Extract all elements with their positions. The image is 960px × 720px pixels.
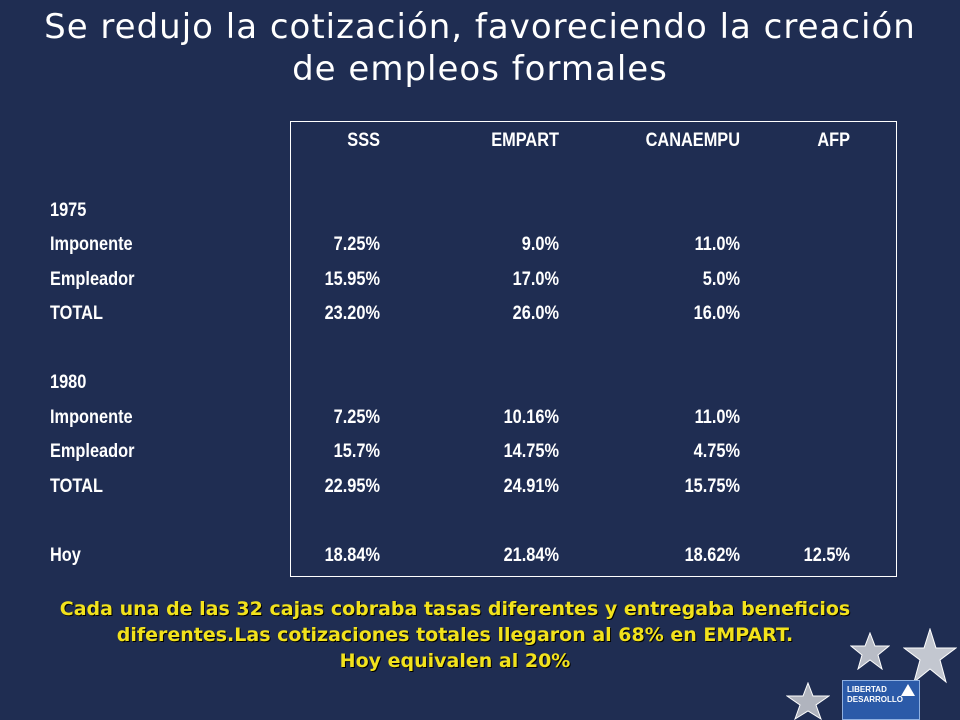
row-label: Imponente xyxy=(50,407,133,428)
table-cell: 17.0% xyxy=(512,269,559,290)
slide-title: Se redujo la cotización, favoreciendo la… xyxy=(0,6,960,90)
row-label-1975: 1975 xyxy=(50,200,87,221)
table-cell: 12.5% xyxy=(803,545,850,566)
table-border-top xyxy=(290,121,897,122)
row-label: TOTAL xyxy=(50,476,103,497)
table-cell: 18.84% xyxy=(324,545,380,566)
table-cell: 11.0% xyxy=(694,234,740,255)
table-cell: 14.75% xyxy=(503,441,559,462)
table-cell: 15.75% xyxy=(684,476,740,497)
table-cell: 15.7% xyxy=(333,441,380,462)
table-cell: 22.95% xyxy=(324,476,380,497)
table-cell: 10.16% xyxy=(503,407,559,428)
table-border-left xyxy=(290,121,291,577)
table-cell: 16.0% xyxy=(693,303,740,324)
column-header-sss: SSS xyxy=(347,130,380,151)
row-label: Imponente xyxy=(50,234,133,255)
column-header-canaempu: CANAEMPU xyxy=(645,130,740,151)
table-cell: 23.20% xyxy=(324,303,380,324)
table-cell: 21.84% xyxy=(503,545,559,566)
footer-note-line-2: diferentes.Las cotizaciones totales lleg… xyxy=(116,624,794,646)
table-cell: 26.0% xyxy=(512,303,559,324)
libertad-desarrollo-logo: LIBERTAD DESARROLLO xyxy=(842,680,920,720)
table-frame xyxy=(0,121,897,577)
table-cell: 4.75% xyxy=(693,441,740,462)
table-cell: 15.95% xyxy=(324,269,380,290)
column-header-afp: AFP xyxy=(817,130,850,151)
row-label-1980: 1980 xyxy=(50,372,87,393)
logo-text-line-2: DESARROLLO xyxy=(847,695,903,704)
table-cell: 24.91% xyxy=(503,476,559,497)
logo-triangle-icon xyxy=(901,684,915,696)
table-cell: 11.0% xyxy=(694,407,740,428)
footer-note-line-3: Hoy equivalen al 20% xyxy=(339,650,571,672)
star-icon xyxy=(850,632,890,670)
table-border-bottom xyxy=(290,576,897,577)
table-border-right xyxy=(896,121,897,577)
slide-title-line-1: Se redujo la cotización, favoreciendo la… xyxy=(44,7,916,47)
footer-note: Cada una de las 32 cajas cobraba tasas d… xyxy=(0,596,910,674)
footer-note-line-1: Cada una de las 32 cajas cobraba tasas d… xyxy=(59,598,851,620)
star-icon xyxy=(903,628,957,684)
column-header-empart: EMPART xyxy=(491,130,559,151)
star-icon xyxy=(786,682,830,720)
table-cell: 9.0% xyxy=(521,234,559,255)
table-cell: 7.25% xyxy=(333,407,380,428)
logo-text-line-1: LIBERTAD xyxy=(847,685,887,694)
table-cell: 18.62% xyxy=(684,545,740,566)
table-cell: 7.25% xyxy=(333,234,380,255)
table-cell: 5.0% xyxy=(702,269,740,290)
row-label-hoy: Hoy xyxy=(50,545,81,566)
row-label: Empleador xyxy=(50,269,135,290)
row-label: TOTAL xyxy=(50,303,103,324)
slide-title-line-2: de empleos formales xyxy=(292,49,668,89)
row-label: Empleador xyxy=(50,441,135,462)
